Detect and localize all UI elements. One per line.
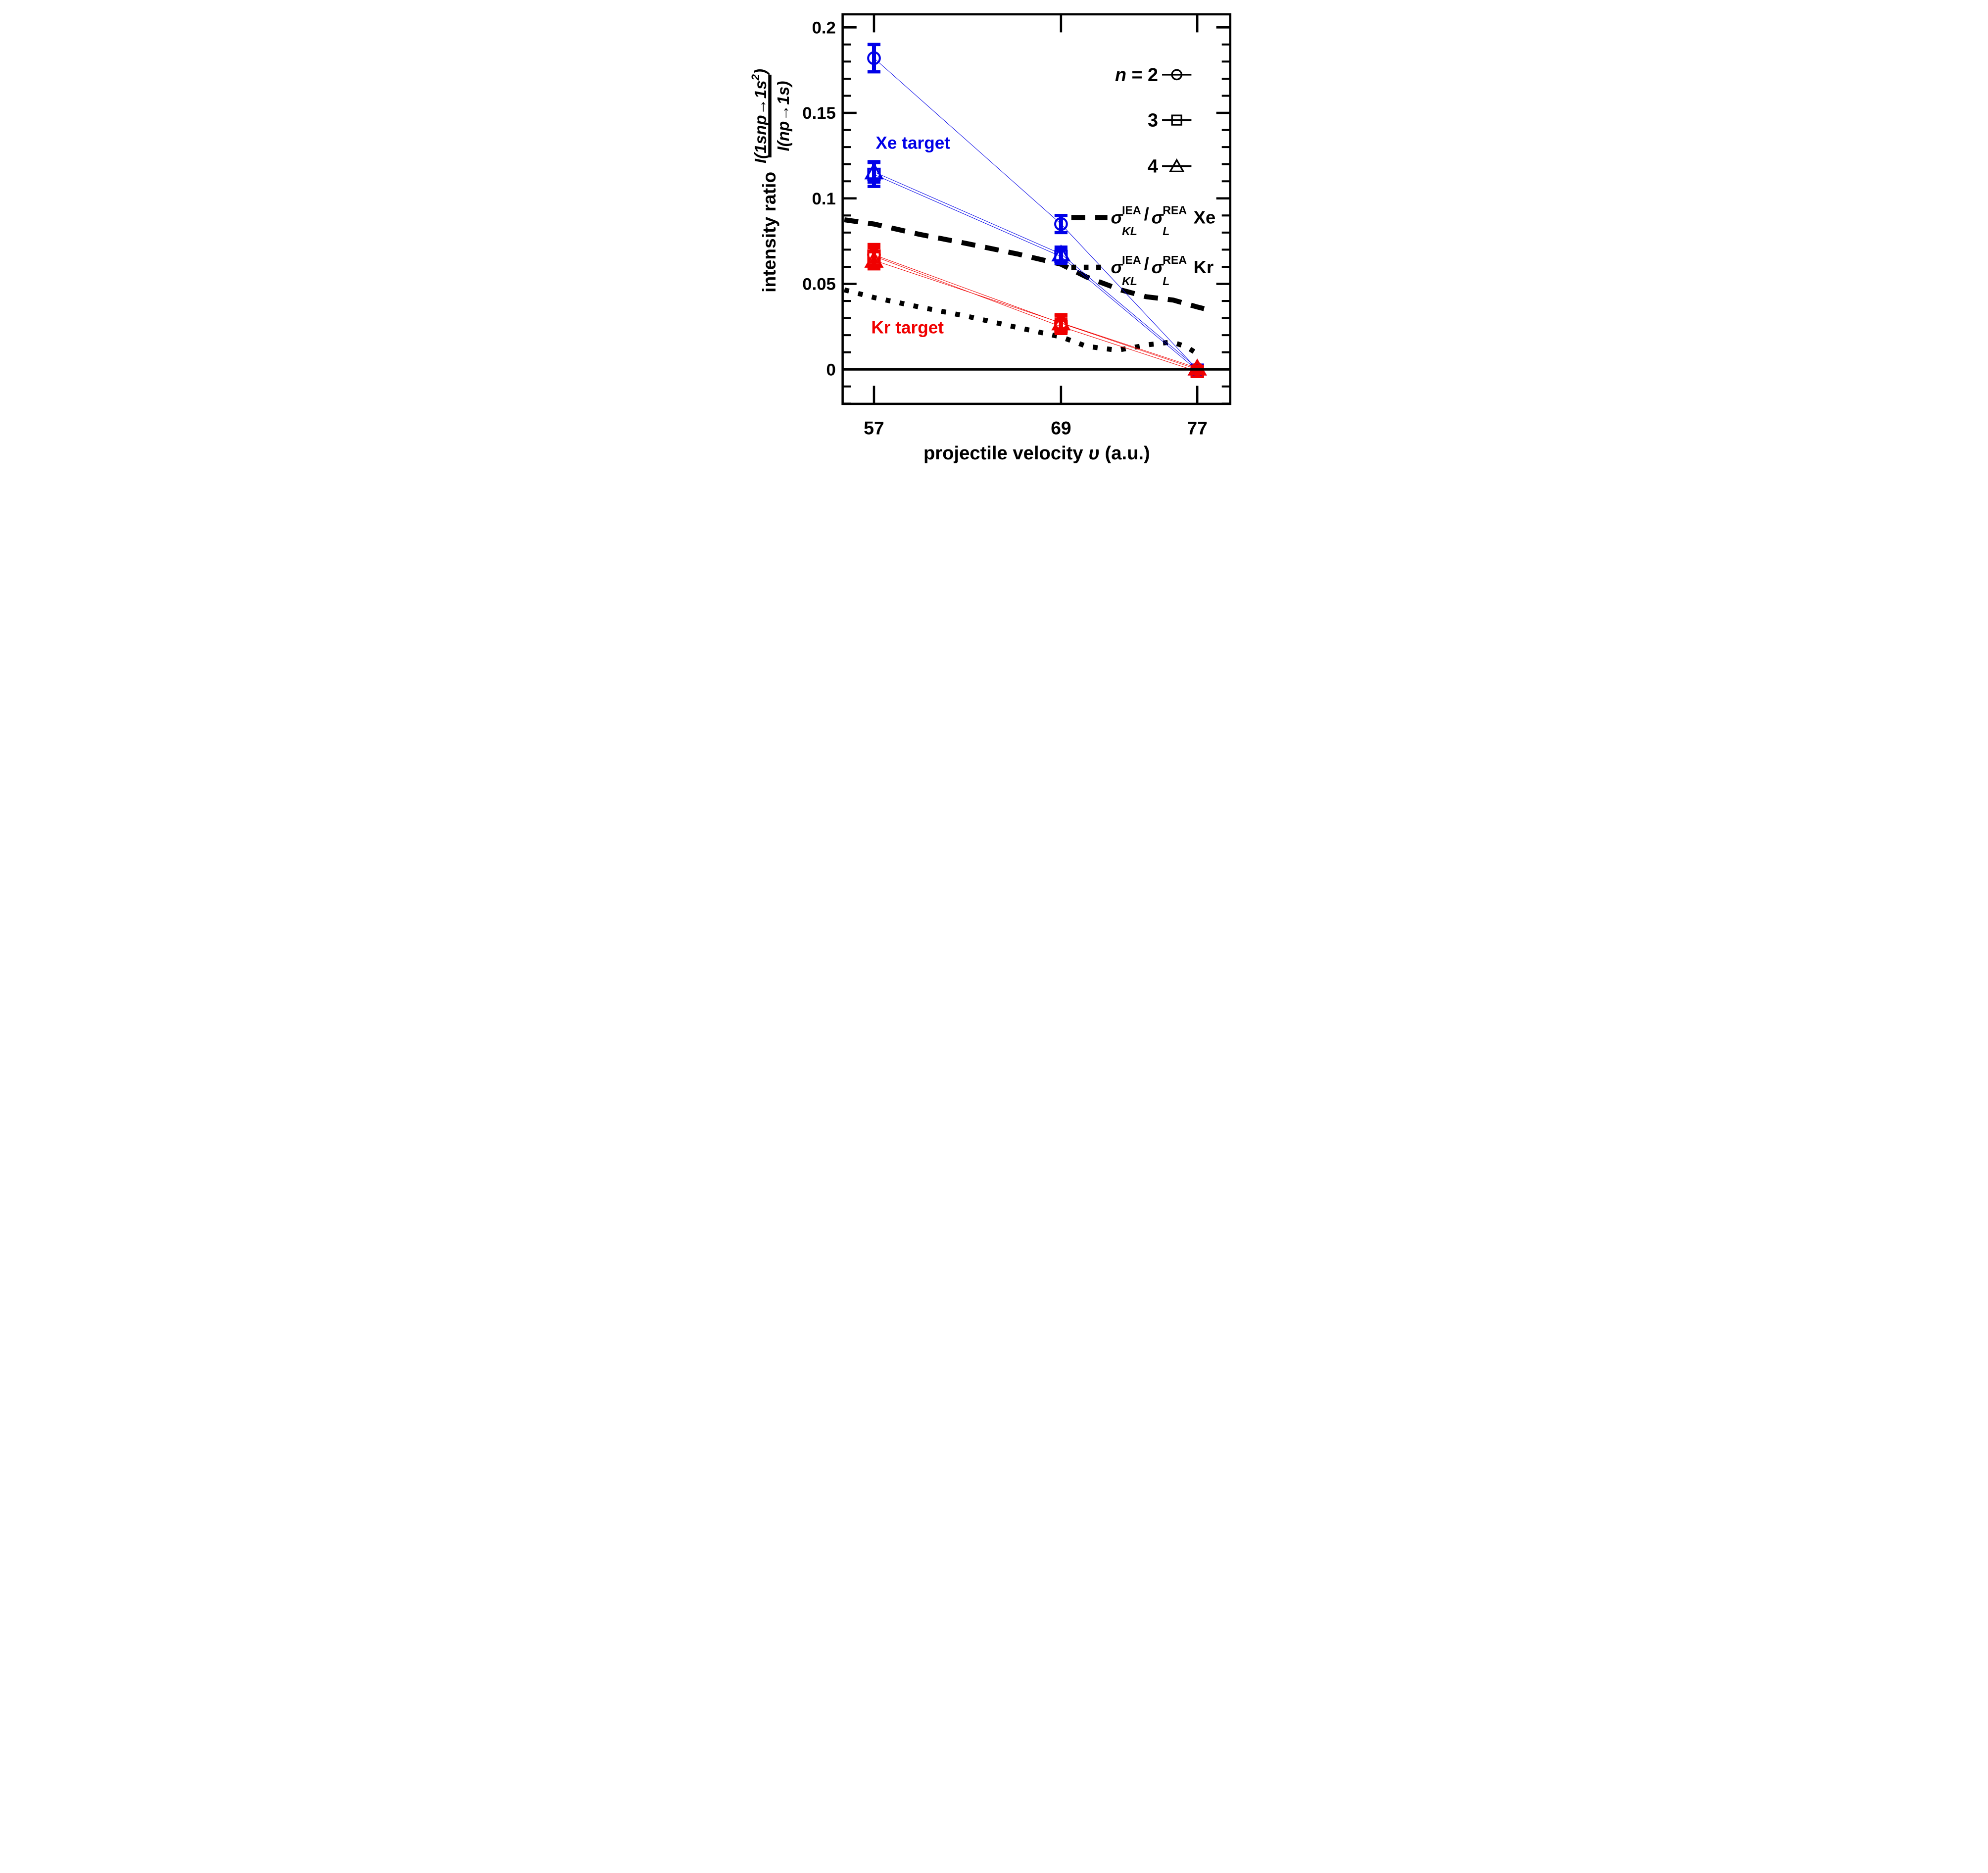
theory-curve-xe-dashed — [843, 217, 1205, 311]
legend-formula-sub: KL — [1122, 275, 1137, 288]
legend-formula-sup: IEA — [1122, 253, 1141, 266]
marker-triangle — [864, 162, 884, 180]
legend-formula-sub: L — [1163, 275, 1169, 288]
y-axis-title-text: intensity ratio — [758, 172, 779, 293]
legend-formula-sigma: σ — [1111, 207, 1123, 227]
legend-formula-sub: L — [1163, 225, 1169, 238]
marker-square — [1171, 114, 1182, 126]
y-axis-tick-label: 0.2 — [812, 18, 835, 37]
legend-formula-sub: KL — [1122, 225, 1137, 238]
legend-formula-sigma: σ — [1151, 207, 1164, 227]
marker-square — [867, 249, 881, 263]
legend-n-label: 3 — [1148, 110, 1158, 131]
annotation-xe-target: Xe target — [875, 134, 950, 153]
marker-circle — [1170, 69, 1182, 81]
chart-figure: 0.2 0.15 0.1 0.05 0 57 69 77 Xe target Kr target n… — [744, 0, 1244, 471]
marker-triangle — [1187, 358, 1207, 376]
y-axis-tick-label: 0 — [826, 360, 835, 379]
legend-formula-slash: / — [1144, 204, 1149, 224]
marker-circle — [1054, 217, 1068, 231]
y-axis-tick-label: 0.05 — [802, 275, 836, 294]
series-connector-line — [873, 260, 1197, 368]
plot-frame — [841, 13, 1231, 405]
chart-canvas: 0.2 0.15 0.1 0.05 0 57 69 77 Xe target Kr target n… — [749, 13, 1231, 464]
legend-formula-sup: IEA — [1122, 203, 1141, 216]
legend-n-label: 4 — [1148, 156, 1158, 177]
y-axis-fraction-denominator: I(np→1s) — [775, 81, 793, 151]
legend-n-label: n = 2 — [1115, 64, 1158, 85]
marker-triangle — [1051, 244, 1070, 262]
y-axis-tick-label: 0.1 — [812, 190, 835, 208]
legend-element-label: Kr — [1193, 257, 1213, 277]
x-axis-tick-label: 69 — [1051, 417, 1071, 438]
x-axis-tick-label: 57 — [864, 417, 884, 438]
legend-formula-sigma: σ — [1151, 257, 1164, 277]
legend-formula-sup: REA — [1163, 253, 1187, 266]
marker-triangle — [864, 250, 884, 268]
legend-formula-slash: / — [1144, 254, 1149, 274]
marker-circle — [867, 51, 881, 65]
legend-formula-sup: REA — [1163, 203, 1187, 216]
marker-triangle — [1168, 158, 1185, 173]
x-axis-tick-label: 77 — [1187, 417, 1207, 438]
y-axis-fraction-numerator: I(1snp→1s2) — [749, 69, 770, 163]
marker-triangle — [1051, 313, 1070, 331]
x-axis-title: projectile velocity υ (a.u.) — [923, 443, 1150, 464]
annotation-kr-target: Kr target — [871, 318, 944, 337]
y-axis-tick-label: 0.15 — [802, 104, 836, 123]
legend-element-label: Xe — [1193, 207, 1215, 227]
y-axis-title: intensity ratio I(1snp→1s2) I(np→1s) — [749, 69, 793, 293]
legend-formula-sigma: σ — [1111, 257, 1123, 277]
